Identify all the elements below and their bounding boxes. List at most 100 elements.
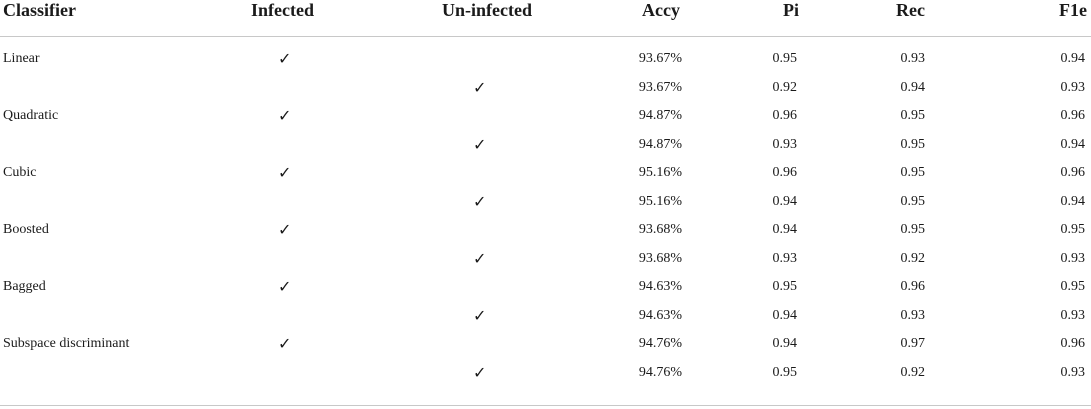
table-bottom-rule [0,405,1091,406]
cell-f1e: 0.95 [1060,279,1086,295]
cell-infected-check-icon: ✓ [278,165,292,183]
header-rec: Rec [835,0,969,37]
cell-f1e: 0.96 [1060,165,1086,181]
table-row: ✓ 94.76% 0.95 0.92 0.93 [0,359,1091,388]
cell-f1e: 0.93 [1060,250,1086,266]
cell-uninfected-check-icon: ✓ [473,79,487,97]
cell-uninfected-check-icon: ✓ [473,364,487,382]
table-row: Cubic ✓ 95.16% 0.96 0.95 0.96 [0,159,1091,188]
cell-rec: 0.96 [900,279,926,295]
cell-pi: 0.92 [772,79,798,95]
cell-accy: 93.67% [638,51,682,67]
cell-infected-check-icon: ✓ [278,222,292,240]
cell-accy: 93.67% [638,79,682,95]
cell-pi: 0.94 [772,336,798,352]
header-classifier: Classifier [0,0,200,37]
header-row: Classifier Infected Un-infected Accy Pi … [0,0,1091,37]
cell-accy: 95.16% [638,165,682,181]
cell-classifier [0,131,200,160]
cell-infected-check-icon: ✓ [278,108,292,126]
cell-pi: 0.94 [772,222,798,238]
cell-accy: 93.68% [638,250,682,266]
cell-classifier: Subspace discriminant [3,336,130,352]
cell-classifier: Bagged [3,279,46,295]
cell-pi: 0.93 [772,136,798,152]
classifier-results-table: Classifier Infected Un-infected Accy Pi … [0,0,1091,388]
cell-infected-check-icon: ✓ [278,279,292,297]
table-row: ✓ 95.16% 0.94 0.95 0.94 [0,188,1091,217]
cell-rec: 0.93 [900,307,926,323]
cell-accy: 94.63% [638,307,682,323]
cell-uninfected-check-icon [375,273,570,302]
header-pi: Pi [696,0,835,37]
header-uninfected: Un-infected [375,0,570,37]
cell-rec: 0.92 [900,364,926,380]
cell-pi: 0.96 [772,165,798,181]
cell-f1e: 0.96 [1060,336,1086,352]
cell-f1e: 0.96 [1060,108,1086,124]
cell-classifier: Cubic [3,165,37,181]
cell-f1e: 0.93 [1060,79,1086,95]
cell-accy: 94.87% [638,136,682,152]
cell-f1e: 0.93 [1060,307,1086,323]
cell-f1e: 0.94 [1060,193,1086,209]
cell-infected-check-icon: ✓ [278,51,292,69]
cell-f1e: 0.93 [1060,364,1086,380]
header-accy: Accy [570,0,696,37]
cell-accy: 94.76% [638,336,682,352]
table-row: ✓ 93.67% 0.92 0.94 0.93 [0,74,1091,103]
cell-uninfected-check-icon [375,330,570,359]
cell-rec: 0.92 [900,250,926,266]
cell-infected-check-icon [200,245,375,274]
cell-classifier [0,188,200,217]
table-body: Linear ✓ 93.67% 0.95 0.93 0.94 ✓ 93.67% … [0,37,1091,388]
cell-classifier [0,302,200,331]
cell-pi: 0.95 [772,51,798,67]
cell-pi: 0.95 [772,364,798,380]
cell-rec: 0.97 [900,336,926,352]
cell-pi: 0.93 [772,250,798,266]
cell-rec: 0.94 [900,79,926,95]
cell-f1e: 0.94 [1060,136,1086,152]
cell-infected-check-icon [200,131,375,160]
cell-uninfected-check-icon [375,216,570,245]
cell-uninfected-check-icon [375,159,570,188]
cell-classifier: Linear [3,51,40,67]
cell-classifier [0,359,200,388]
cell-uninfected-check-icon [375,37,570,74]
table-row: ✓ 94.63% 0.94 0.93 0.93 [0,302,1091,331]
header-f1e: F1e [969,0,1091,37]
cell-infected-check-icon [200,359,375,388]
cell-accy: 95.16% [638,193,682,209]
table-header: Classifier Infected Un-infected Accy Pi … [0,0,1091,37]
cell-uninfected-check-icon: ✓ [473,250,487,268]
cell-rec: 0.95 [900,193,926,209]
cell-accy: 94.87% [638,108,682,124]
cell-accy: 93.68% [638,222,682,238]
cell-infected-check-icon [200,74,375,103]
cell-pi: 0.94 [772,193,798,209]
cell-classifier: Quadratic [3,108,59,124]
table-row: ✓ 94.87% 0.93 0.95 0.94 [0,131,1091,160]
table-row: Subspace discriminant ✓ 94.76% 0.94 0.97… [0,330,1091,359]
cell-accy: 94.76% [638,364,682,380]
table-row: Bagged ✓ 94.63% 0.95 0.96 0.95 [0,273,1091,302]
header-infected: Infected [200,0,375,37]
cell-pi: 0.94 [772,307,798,323]
cell-rec: 0.95 [900,165,926,181]
cell-classifier: Boosted [3,222,49,238]
cell-uninfected-check-icon: ✓ [473,307,487,325]
cell-infected-check-icon: ✓ [278,336,292,354]
cell-f1e: 0.95 [1060,222,1086,238]
cell-f1e: 0.94 [1060,51,1086,67]
cell-pi: 0.96 [772,108,798,124]
cell-rec: 0.93 [900,51,926,67]
cell-uninfected-check-icon: ✓ [473,136,487,154]
cell-rec: 0.95 [900,108,926,124]
table-row: ✓ 93.68% 0.93 0.92 0.93 [0,245,1091,274]
table-row: Boosted ✓ 93.68% 0.94 0.95 0.95 [0,216,1091,245]
cell-classifier [0,245,200,274]
table-row: Quadratic ✓ 94.87% 0.96 0.95 0.96 [0,102,1091,131]
cell-uninfected-check-icon: ✓ [473,193,487,211]
